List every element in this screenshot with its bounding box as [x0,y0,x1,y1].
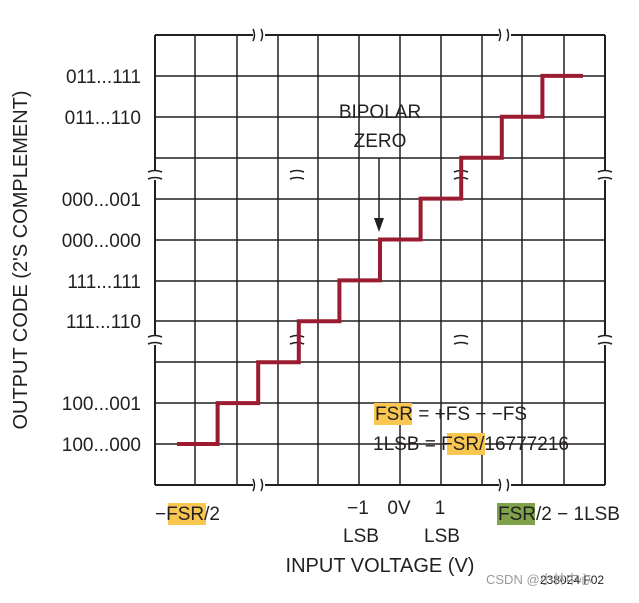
svg-text:FSR = +FS − −FS: FSR = +FS − −FS [375,404,527,425]
break-mark [498,478,510,492]
bipolar-label-line1: BIPOLAR [339,102,421,123]
lsb-eq-prefix: 1LSB = [373,434,441,455]
transfer-line [177,73,583,446]
x-left-highlight [168,503,206,525]
x-tick-zero: 0V [387,498,411,519]
break-mark [597,169,613,180]
svg-text:−FSR/2: −FSR/2 [155,504,220,525]
break-gap [598,335,612,345]
x-tick-right: FSR/2 − 1LSB [497,503,620,525]
break-gap [454,335,468,345]
y-tick-label: 111...111 [67,272,141,293]
break-gap [148,335,162,345]
figure-id: 238024 F02 [540,573,604,587]
lsb-equation: 1LSB = FSR/16777216 [373,433,569,455]
break-mark [289,169,305,180]
fsr-highlight [374,403,412,425]
break-mark [147,169,163,180]
fsr-equation: FSR = +FS − −FS [374,403,527,425]
svg-text:1LSB = FSR/16777216: 1LSB = FSR/16777216 [373,434,569,455]
watermark: CSDN @小林中心 [486,572,592,587]
lsb-eq-suffix: /16777216 [479,434,569,455]
x-tick-minus-one: −1 [347,498,369,519]
x-tick-minus-one-unit: LSB [343,526,379,547]
break-mark [498,28,510,42]
y-tick-label: 100...001 [62,394,141,415]
break-mark [147,334,163,345]
y-tick-label: 111...110 [66,312,141,333]
bipolar-arrow [374,158,384,232]
y-tick-label: 011...111 [66,67,141,88]
break-gap [148,170,162,180]
y-axis-title: OUTPUT CODE (2'S COMPLEMENT) [10,90,32,429]
x-tick-plus-one-unit: LSB [424,526,460,547]
y-tick-label: 100...000 [62,435,141,456]
x-left-suffix: /2 [204,504,220,525]
y-tick-labels: 100...000 100...001 111...110 111...111 000.… [62,67,141,456]
fsr-eq-rest: = +FS − −FS [413,404,527,425]
x-right-suffix: /2 − 1LSB [536,504,620,525]
x-left-highlight-text: FSR [166,504,204,525]
bipolar-label-line2: ZERO [354,131,407,152]
x-tick-left: −FSR/2 [155,503,220,525]
break-mark [252,478,264,492]
lsb-eq-highlight: FSR [441,434,479,455]
break-gap [598,170,612,180]
break-mark [252,28,264,42]
y-tick-label: 011...110 [65,108,141,129]
break-mark [453,334,469,345]
x-tick-plus-one: 1 [435,498,446,519]
x-axis-title: INPUT VOLTAGE (V) [286,555,475,577]
y-tick-label: 000...001 [62,190,141,211]
y-tick-label: 000...000 [62,231,141,252]
svg-text:FSR/2 − 1LSB: FSR/2 − 1LSB [498,504,620,525]
fsr-eq-highlight: FSR [375,404,413,425]
break-gap [290,170,304,180]
break-mark [597,334,613,345]
x-right-highlight-text: FSR [498,504,536,525]
x-left-prefix: − [155,504,166,525]
lsb-fsr-highlight [447,433,485,455]
x-right-highlight [497,503,535,525]
